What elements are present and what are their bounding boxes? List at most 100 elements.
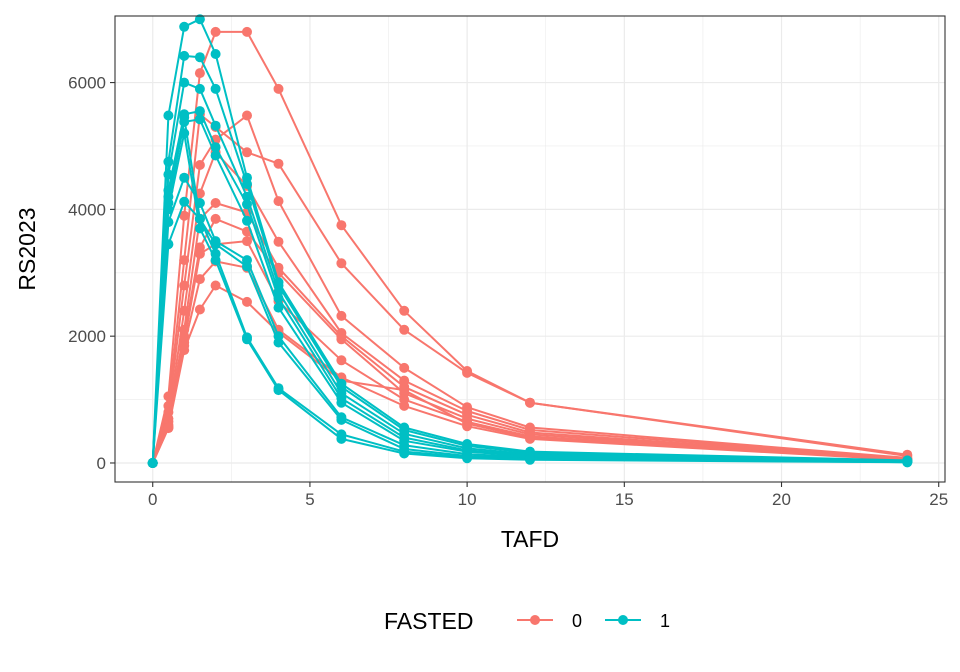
data-point [399,305,410,316]
data-point [242,26,252,37]
data-point [336,220,347,231]
legend-key-0 [517,615,553,625]
x-tick-label: 0 [148,490,157,509]
data-point [273,158,284,169]
data-point [525,397,535,408]
axis-ticks [110,82,940,487]
data-point [242,334,252,345]
data-point [163,204,174,215]
data-point [336,310,347,321]
x-tick-label: 25 [929,490,948,509]
series-line [151,200,908,464]
data-point [273,236,284,247]
data-point [179,112,190,123]
legend-key-0-point [530,615,540,625]
data-point [163,110,174,121]
data-point [194,304,205,315]
plot-border [114,15,946,483]
data-point [336,414,347,425]
data-point [194,223,205,234]
data-point [210,26,221,37]
data-point [210,280,221,291]
data-point [179,196,190,207]
data-point [179,128,190,139]
data-point [194,248,205,259]
y-tick-label: 0 [97,454,106,473]
data-point [194,274,205,285]
y-axis-title: RS2023 [14,207,40,290]
data-point [210,49,221,59]
data-point [462,418,473,429]
legend-key-1 [605,615,641,625]
data-point [210,150,221,161]
data-point [399,448,410,459]
legend-title: FASTED [384,608,473,634]
data-point [179,50,190,61]
legend-label-1: 1 [660,611,670,631]
plot-panel [115,16,945,482]
data-point [179,77,190,88]
data-point [194,68,205,79]
data-point [179,210,190,221]
series-line [151,284,908,464]
data-point [273,302,284,313]
series-line [151,18,908,464]
data-point [179,345,190,356]
data-point [399,362,410,373]
data-point [210,198,221,208]
data-point [242,215,252,226]
series-line [151,132,908,464]
y-tick-labels: 0 2000 4000 6000 [68,74,106,473]
x-axis-title: TAFD [501,526,559,552]
data-point [242,261,252,272]
data-point [336,433,347,444]
data-point [210,120,221,131]
data-point [399,400,410,411]
data-point [194,160,205,170]
data-point [242,110,252,121]
data-point [273,385,284,396]
legend: FASTED 0 1 [384,608,670,634]
data-point [194,83,205,94]
data-point [336,397,347,408]
data-point [273,337,284,348]
x-tick-label: 10 [458,490,477,509]
data-point [525,454,535,465]
series-line [151,54,908,464]
x-tick-label: 20 [772,490,791,509]
series-fasted-1 [147,128,913,468]
data-point [147,458,158,468]
data-point [194,114,205,125]
y-tick-label: 2000 [68,327,106,346]
legend-key-1-point [618,615,628,625]
data-point [210,213,221,224]
data-point [525,432,535,443]
data-point [336,258,347,269]
series-line [151,176,908,464]
y-tick-label: 4000 [68,200,106,219]
data-point [179,21,190,32]
data-point [399,324,410,335]
data-point [210,83,221,94]
legend-label-0: 0 [572,611,582,631]
data-point [194,52,205,63]
data-point [163,423,174,434]
series-line [151,30,908,464]
data-point [462,453,473,464]
data-point [242,296,252,307]
data-point [902,457,913,468]
data-point [242,199,252,210]
data-point [336,355,347,366]
y-tick-label: 6000 [68,74,106,93]
series-layer [147,14,913,468]
data-point [399,385,410,396]
x-tick-label: 15 [615,490,634,509]
data-point [210,255,221,266]
data-point [242,147,252,158]
data-point [194,106,205,117]
data-point [336,334,347,345]
x-tick-labels: 0 5 10 15 20 25 [148,490,948,509]
data-point [179,172,190,183]
x-tick-label: 5 [305,490,314,509]
